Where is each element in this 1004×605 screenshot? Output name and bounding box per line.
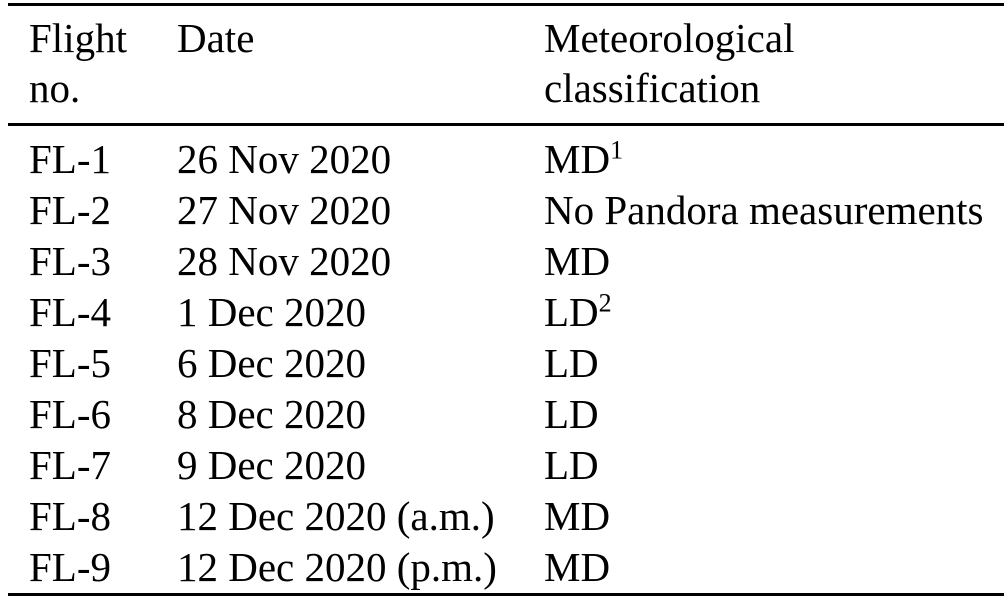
- date-text: 6 Dec 2020: [177, 340, 367, 386]
- cell-classification: LD: [544, 440, 1004, 491]
- classification-text: MD: [544, 136, 611, 182]
- cell-date: 6 Dec 2020: [177, 338, 544, 389]
- cell-classification: MD: [544, 236, 1004, 287]
- date-text: 27 Nov 2020: [177, 187, 392, 233]
- cell-classification: MD: [544, 542, 1004, 595]
- cell-date: 12 Dec 2020 (a.m.): [177, 491, 544, 542]
- cell-flight-no: FL-9: [8, 542, 177, 595]
- table-row: FL-4 1 Dec 2020 LD2: [8, 287, 1004, 338]
- flight-no-text: FL-9: [29, 544, 111, 590]
- cell-flight-no: FL-7: [8, 440, 177, 491]
- col-header-meteorological-classification: Meteorological classification: [544, 5, 1004, 125]
- cell-classification: LD2: [544, 287, 1004, 338]
- header-date-line1: Date: [177, 15, 255, 61]
- classification-text: MD: [544, 493, 611, 539]
- table-row: FL-6 8 Dec 2020 LD: [8, 389, 1004, 440]
- table-row: FL-8 12 Dec 2020 (a.m.) MD: [8, 491, 1004, 542]
- date-text: 1 Dec 2020: [177, 289, 367, 335]
- cell-date: 26 Nov 2020: [177, 125, 544, 186]
- classification-text: MD: [544, 544, 611, 590]
- table-body: FL-1 26 Nov 2020 MD1 FL-2 27 Nov 2020 No…: [8, 125, 1004, 595]
- table-row: FL-2 27 Nov 2020 No Pandora measurements: [8, 185, 1004, 236]
- header-class-line2: classification: [544, 65, 761, 111]
- date-text: 9 Dec 2020: [177, 442, 367, 488]
- cell-flight-no: FL-3: [8, 236, 177, 287]
- cell-flight-no: FL-1: [8, 125, 177, 186]
- classification-text: LD: [544, 391, 599, 437]
- table-row: FL-1 26 Nov 2020 MD1: [8, 125, 1004, 186]
- table-header: Flight no. Date Meteorological classific…: [8, 5, 1004, 125]
- footnote-marker: 2: [598, 288, 612, 318]
- table-row: FL-9 12 Dec 2020 (p.m.) MD: [8, 542, 1004, 595]
- classification-text: LD: [544, 289, 599, 335]
- cell-classification: MD: [544, 491, 1004, 542]
- flight-no-text: FL-3: [29, 238, 111, 284]
- cell-flight-no: FL-8: [8, 491, 177, 542]
- header-row: Flight no. Date Meteorological classific…: [8, 5, 1004, 125]
- cell-date: 12 Dec 2020 (p.m.): [177, 542, 544, 595]
- flight-no-text: FL-4: [29, 289, 111, 335]
- table-row: FL-5 6 Dec 2020 LD: [8, 338, 1004, 389]
- flight-no-text: FL-2: [29, 187, 111, 233]
- flight-classification-table: Flight no. Date Meteorological classific…: [8, 3, 1004, 596]
- footnote-marker: 1: [610, 135, 624, 165]
- date-text: 26 Nov 2020: [177, 136, 392, 182]
- header-class-line1: Meteorological: [544, 15, 795, 61]
- classification-text: LD: [544, 442, 599, 488]
- date-text: 12 Dec 2020 (a.m.): [177, 493, 495, 539]
- flight-no-text: FL-8: [29, 493, 111, 539]
- date-text: 8 Dec 2020: [177, 391, 367, 437]
- classification-text: No Pandora measurements: [544, 187, 984, 233]
- classification-text: MD: [544, 238, 611, 284]
- cell-classification: LD: [544, 338, 1004, 389]
- flight-no-text: FL-7: [29, 442, 111, 488]
- flight-no-text: FL-6: [29, 391, 111, 437]
- cell-date: 1 Dec 2020: [177, 287, 544, 338]
- col-header-date: Date: [177, 5, 544, 125]
- col-header-flight-no: Flight no.: [8, 5, 177, 125]
- header-flight-line1: Flight: [29, 15, 127, 61]
- table-row: FL-3 28 Nov 2020 MD: [8, 236, 1004, 287]
- cell-date: 28 Nov 2020: [177, 236, 544, 287]
- cell-classification: No Pandora measurements: [544, 185, 1004, 236]
- cell-date: 27 Nov 2020: [177, 185, 544, 236]
- header-flight-line2: no.: [29, 65, 81, 111]
- flight-no-text: FL-1: [29, 136, 111, 182]
- table-row: FL-7 9 Dec 2020 LD: [8, 440, 1004, 491]
- date-text: 12 Dec 2020 (p.m.): [177, 544, 497, 590]
- classification-text: LD: [544, 340, 599, 386]
- cell-date: 8 Dec 2020: [177, 389, 544, 440]
- cell-classification: MD1: [544, 125, 1004, 186]
- cell-flight-no: FL-2: [8, 185, 177, 236]
- date-text: 28 Nov 2020: [177, 238, 392, 284]
- cell-flight-no: FL-5: [8, 338, 177, 389]
- cell-flight-no: FL-4: [8, 287, 177, 338]
- flight-no-text: FL-5: [29, 340, 111, 386]
- cell-flight-no: FL-6: [8, 389, 177, 440]
- cell-date: 9 Dec 2020: [177, 440, 544, 491]
- cell-classification: LD: [544, 389, 1004, 440]
